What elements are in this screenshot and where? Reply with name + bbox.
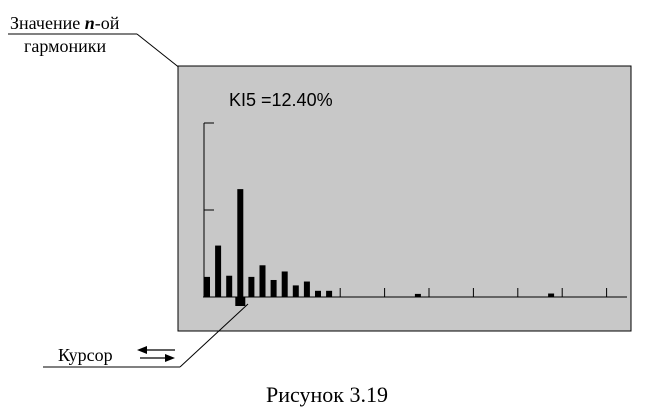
bar-harmonic-13 — [326, 290, 333, 297]
cursor-label: Курсор — [58, 345, 113, 365]
bar-harmonic-3 — [215, 245, 222, 297]
callout-harmonic-label: Значение n-ой — [10, 13, 120, 33]
harmonic-bars — [204, 189, 555, 297]
bar-harmonic-10 — [292, 285, 299, 297]
right-arrow-icon — [165, 354, 175, 362]
callout-harmonic-label-line2: гармоники — [24, 36, 107, 56]
bar-harmonic-11 — [303, 281, 310, 297]
figure-caption: Рисунок 3.19 — [266, 382, 388, 407]
cursor-leader-line — [179, 303, 249, 368]
bar-harmonic-7 — [259, 265, 266, 297]
bar-harmonic-4 — [226, 275, 233, 297]
bar-harmonic-12 — [315, 290, 321, 297]
x-ticks — [339, 288, 608, 297]
bar-harmonic-8 — [270, 279, 277, 297]
bar-harmonic-33 — [548, 293, 555, 297]
bar-harmonic-6 — [248, 276, 255, 297]
harmonic-readout: KI5 =12.40% — [229, 90, 333, 110]
left-arrow-icon — [137, 346, 147, 354]
y-ticks — [204, 122, 214, 211]
bar-harmonic-5 — [237, 189, 244, 297]
bar-harmonic-2 — [204, 276, 210, 297]
bar-harmonic-21 — [414, 293, 421, 297]
cursor-marker — [235, 297, 246, 306]
bar-harmonic-9 — [281, 271, 288, 297]
